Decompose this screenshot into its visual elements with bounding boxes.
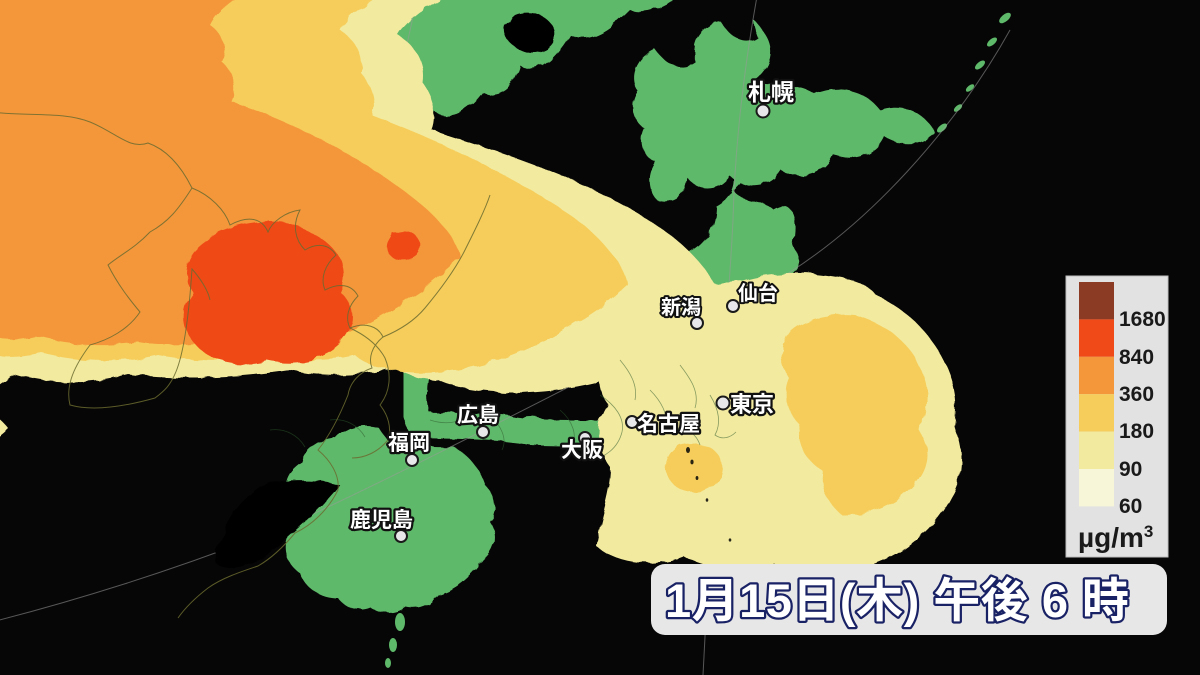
svg-text:1680: 1680 <box>1119 308 1166 331</box>
svg-text:180: 180 <box>1119 420 1154 443</box>
svg-text:東京: 東京 <box>730 392 774 417</box>
svg-text:広島: 広島 <box>457 404 499 427</box>
svg-text:840: 840 <box>1119 346 1154 369</box>
svg-text:60: 60 <box>1119 495 1142 518</box>
svg-text:1月15日(木) 午後 6 時: 1月15日(木) 午後 6 時 <box>665 574 1130 627</box>
svg-text:新潟: 新潟 <box>661 296 701 319</box>
svg-text:大阪: 大阪 <box>561 439 603 462</box>
svg-text:鹿児島: 鹿児島 <box>350 509 413 532</box>
svg-text:90: 90 <box>1119 458 1142 481</box>
svg-text:360: 360 <box>1119 383 1154 406</box>
svg-text:µg/m3: µg/m3 <box>1078 522 1153 553</box>
svg-text:名古屋: 名古屋 <box>637 413 700 436</box>
svg-text:仙台: 仙台 <box>738 282 778 305</box>
svg-text:札幌: 札幌 <box>748 79 794 105</box>
svg-text:福岡: 福岡 <box>388 432 430 455</box>
